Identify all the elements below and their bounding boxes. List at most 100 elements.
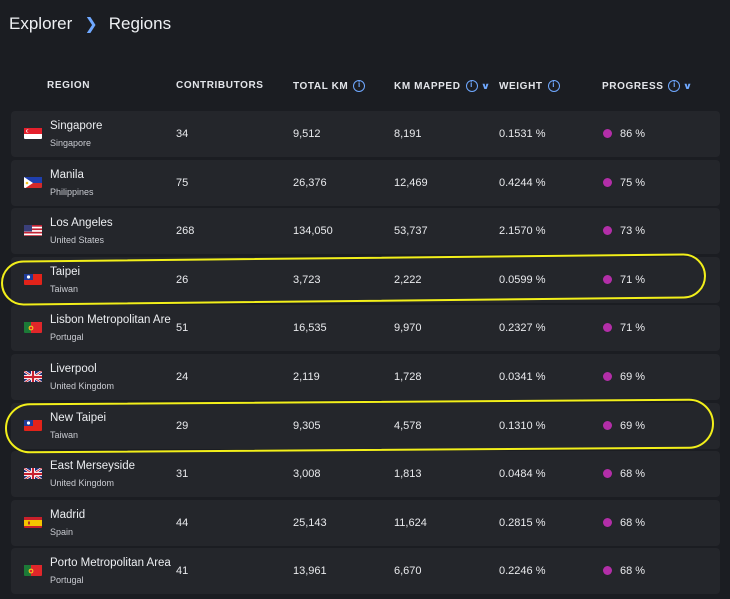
weight-value: 0.2246 % [499,565,546,578]
breadcrumb: Explorer ❯ Regions [9,14,171,34]
portugal-flag-icon [24,321,42,334]
table-row[interactable]: Liverpool United Kingdom 24 2,119 1,728 0.034… [11,353,720,400]
total-km-value: 25,143 [293,516,327,529]
region-country: United Kingdom [50,380,115,391]
region-name[interactable]: Manila [50,168,84,181]
region-name[interactable]: East Merseyside [50,460,136,473]
weight-value: 0.2327 % [499,322,546,335]
spain-flag-icon [24,516,42,528]
progress-value: 68 % [620,468,646,481]
table-row[interactable]: Singapore Singapore 34 9,512 8,191 0.1531 % 86… [11,111,720,157]
region-name[interactable]: New Taipei [50,411,107,424]
weight-value: 0.4244 % [499,176,546,189]
table-row[interactable]: Madrid Spain 44 25,143 11,624 0.2815 % 68 % [11,499,720,546]
progress-value: 68 % [620,516,646,529]
km-mapped-value: 53,737 [394,225,428,238]
km-mapped-value: 4,578 [394,419,422,432]
km-mapped-value: 2,222 [394,273,422,286]
info-icon[interactable] [668,80,681,92]
breadcrumb-explorer-link[interactable]: Explorer [9,14,73,33]
info-icon[interactable] [547,80,560,92]
total-km-value: 16,535 [293,322,327,335]
contributors-value: 75 [176,176,189,189]
progress-status-dot [603,517,612,527]
progress-value: 69 % [620,419,646,432]
total-km-value: 3,008 [293,468,321,481]
km-mapped-value: 12,469 [394,176,428,189]
progress-status-dot [603,469,612,479]
info-icon[interactable] [353,80,366,92]
contributors-value: 31 [176,468,189,481]
singapore-flag-icon [24,127,42,139]
table-row[interactable]: Porto Metropolitan Area Portugal 41 13,961 6… [11,548,720,595]
chevron-down-icon[interactable]: ∨ [480,80,491,91]
progress-value: 69 % [620,370,646,383]
philippines-flag-icon [24,176,42,188]
weight-value: 0.0599 % [499,273,546,286]
progress-value: 75 % [620,176,646,189]
weight-value: 0.2815 % [499,516,546,529]
region-name[interactable]: Lisbon Metropolitan Are [50,314,171,327]
region-name[interactable]: Porto Metropolitan Area [50,557,171,570]
region-country: Taiwan [50,429,79,440]
region-name[interactable]: Los Angeles [50,217,113,230]
column-header-contributors[interactable]: CONTRIBUTORS [176,80,264,91]
progress-value: 73 % [620,225,646,238]
total-km-value: 9,512 [293,128,321,140]
contributors-value: 26 [176,273,189,286]
region-country: United Kingdom [50,478,115,489]
progress-value: 86 % [620,128,646,140]
region-country: United States [50,235,105,246]
chevron-right-icon: ❯ [84,16,98,33]
km-mapped-value: 1,728 [394,370,422,383]
weight-value: 0.1310 % [499,419,546,432]
region-name[interactable]: Madrid [50,508,86,521]
table-row[interactable]: New Taipei Taiwan 29 9,305 4,578 0.1310 % 69 % [11,402,720,449]
progress-value: 68 % [620,565,646,578]
united-states-flag-icon [24,224,42,237]
progress-status-dot [603,274,612,284]
km-mapped-value: 6,670 [394,565,422,578]
region-country: Philippines [50,186,94,197]
region-name[interactable]: Liverpool [50,362,97,375]
region-country: Portugal [50,332,84,343]
total-km-value: 13,961 [293,565,327,578]
info-icon[interactable] [465,80,478,92]
regions-table: Singapore Singapore 34 9,512 8,191 0.1531 % 86… [11,111,720,597]
table-row[interactable]: East Merseyside United Kingdom 31 3,008 1,81… [11,451,720,498]
contributors-value: 24 [176,370,189,383]
taiwan-flag-icon [24,273,42,285]
total-km-value: 3,723 [293,273,321,286]
km-mapped-value: 1,813 [394,468,422,481]
weight-value: 0.0341 % [499,370,546,383]
total-km-value: 2,119 [293,370,320,383]
region-name[interactable]: Singapore [50,120,103,132]
table-row[interactable]: Los Angeles United States 268 134,050 53,737… [11,208,720,255]
progress-status-dot [603,129,612,138]
progress-value: 71 % [620,273,646,286]
portugal-flag-icon [24,564,42,577]
total-km-value: 26,376 [293,176,327,189]
column-header-km-mapped[interactable]: KM MAPPED∨ [394,80,493,92]
chevron-down-icon[interactable]: ∨ [683,80,694,91]
taiwan-flag-icon [24,419,42,431]
km-mapped-value: 8,191 [394,128,422,140]
contributors-value: 51 [176,322,189,335]
progress-status-dot [603,177,612,187]
contributors-value: 44 [176,516,189,529]
region-country: Spain [50,526,74,537]
column-header-weight[interactable]: WEIGHT [499,80,560,92]
table-row[interactable]: Taipei Taiwan 26 3,723 2,222 0.0599 % 71 % [11,256,720,303]
table-header: REGION CONTRIBUTORS TOTAL KM KM MAPPED∨ … [0,75,730,97]
column-header-progress[interactable]: PROGRESS∨ [602,80,696,92]
region-name[interactable]: Taipei [50,265,81,278]
region-country: Taiwan [50,283,79,294]
total-km-value: 134,050 [293,225,333,238]
weight-value: 0.1531 % [499,128,546,140]
column-header-region[interactable]: REGION [47,80,91,91]
table-row[interactable]: Lisbon Metropolitan Are Portugal 51 16,535 9… [11,305,720,352]
table-row[interactable]: Manila Philippines 75 26,376 12,469 0.4244 % 7… [11,159,720,206]
progress-value: 71 % [620,322,646,335]
breadcrumb-current: Regions [108,14,172,33]
column-header-total-km[interactable]: TOTAL KM [293,80,366,92]
